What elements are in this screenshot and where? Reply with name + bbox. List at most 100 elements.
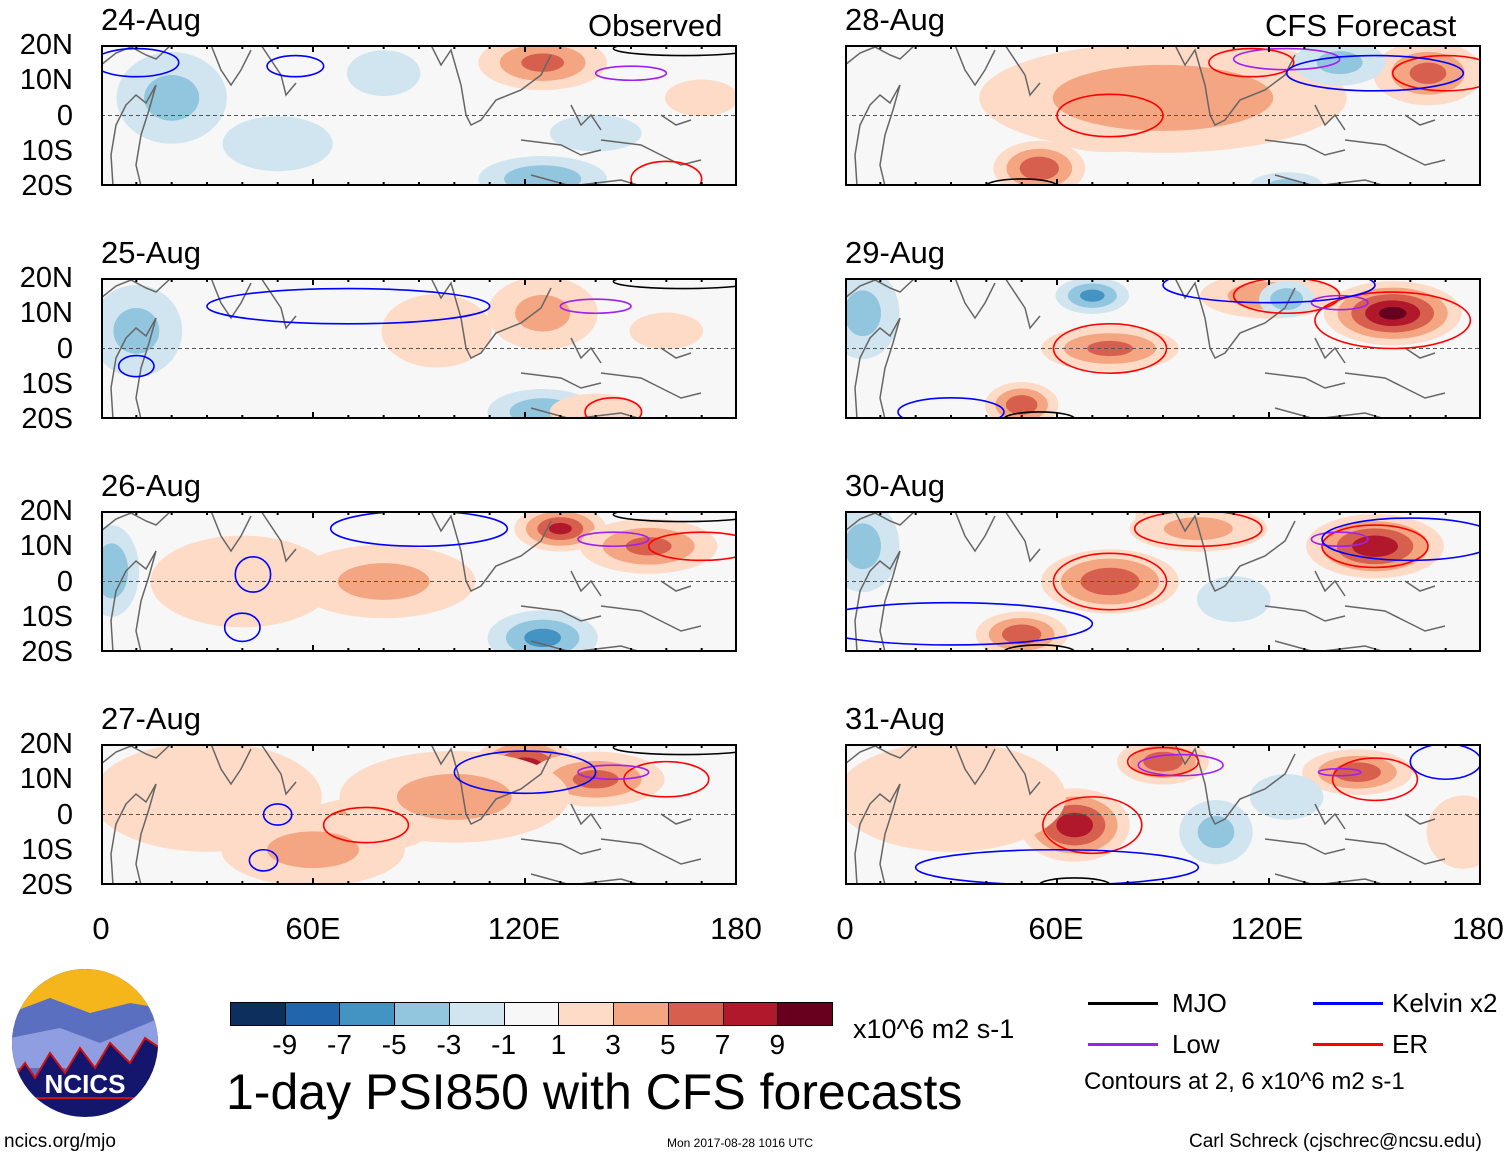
logo-text: NCICS [45,1069,126,1099]
legend-kelvin-line [1313,1002,1383,1005]
panel-date: 31-Aug [845,701,945,736]
er-contour [1042,796,1143,855]
low-contour [559,298,632,315]
map-panel [101,744,737,885]
colorbar-units: x10^6 m2 s-1 [853,1014,1015,1044]
colorbar-label: -1 [491,1029,517,1060]
positive-anomaly [1409,62,1447,84]
lat-label: 20N [19,495,73,527]
negative-anomaly [113,307,160,354]
negative-anomaly [1080,289,1105,302]
colorbar-swatch [503,1002,560,1026]
map-panel [845,45,1481,186]
lon-label: 120E [487,911,561,946]
lon-label: 180 [1452,911,1504,946]
lat-label: 10N [19,297,73,330]
colorbar-swatch [339,1002,396,1026]
lat-label: 20N [19,262,73,294]
panel-date: 24-Aug [101,2,201,37]
positive-anomaly [664,79,737,117]
kelvin-contour [897,397,1005,419]
lat-label: 20S [21,403,73,435]
lat-label: 10S [21,600,73,633]
low-contour [1232,47,1341,71]
negative-anomaly [1196,576,1271,623]
kelvin-contour [262,803,293,826]
ncics-logo: NCICS [12,969,158,1117]
colorbar-swatch [448,1002,505,1026]
panel-date: 30-Aug [845,468,945,503]
mjo-contour [612,278,737,290]
er-contour [1208,47,1295,78]
lat-label: 20S [21,170,73,202]
positive-anomaly [629,312,704,350]
panel-date: 28-Aug [845,2,945,37]
positive-anomaly [1056,812,1094,838]
er-contour [322,806,410,844]
positive-anomaly [548,522,572,535]
negative-anomaly [101,543,129,599]
er-contour [1321,524,1429,569]
kelvin-contour [223,612,261,643]
colorbar-label: -3 [436,1029,462,1060]
negative-anomaly [504,165,582,186]
footer-author: Carl Schreck (cjschrec@ncsu.edu) [1189,1131,1482,1152]
er-contour [584,397,643,419]
map-panel [101,511,737,652]
mjo-contour [612,511,737,523]
positive-anomaly [1087,340,1133,357]
panel-date: 27-Aug [101,701,201,736]
low-contour [1317,767,1362,777]
positive-anomaly [1019,156,1060,181]
negative-anomaly [1249,773,1324,820]
er-contour [1052,552,1168,611]
er-contour [1331,757,1419,802]
positive-anomaly [1005,395,1038,415]
low-contour [577,764,650,781]
legend-low-label: Low [1172,1029,1220,1059]
negative-anomaly [346,50,421,97]
lat-label: 20N [19,728,73,760]
er-contour [647,531,737,562]
positive-anomaly [1352,535,1398,557]
lat-label: 20S [21,869,73,901]
lon-label: 120E [1230,911,1304,946]
kelvin-contour [206,287,491,325]
positive-anomaly [515,294,571,332]
kelvin-contour [266,54,325,78]
positive-anomaly [267,831,359,869]
er-contour [1056,93,1164,138]
kelvin-contour [248,848,279,872]
negative-anomaly [1197,816,1235,849]
lat-label: 0 [56,99,73,132]
lat-label: 10S [21,367,73,400]
footer-timestamp: Mon 2017-08-28 1016 UTC [667,1136,814,1150]
er-contour [1391,54,1481,92]
er-contour [630,160,703,186]
colorbar-label: -5 [381,1029,407,1060]
footer-url[interactable]: ncics.org/mjo [4,1131,116,1152]
positive-anomaly [381,294,492,368]
positive-anomaly [396,773,512,820]
colorbar-label: 3 [605,1029,621,1060]
mjo-contour [612,45,737,57]
lat-label: 20N [19,29,73,61]
low-contour [1137,753,1224,777]
panel-date: 29-Aug [845,235,945,270]
negative-anomaly [1316,51,1363,75]
colorbar-swatch [613,1002,669,1026]
positive-anomaly [1052,64,1274,131]
legend-note: Contours at 2, 6 x10^6 m2 s-1 [1084,1068,1405,1095]
colorbar-swatch [722,1002,779,1026]
legend-er-label: ER [1392,1029,1429,1059]
negative-anomaly [1270,288,1304,311]
legend-mjo-label: MJO [1172,988,1227,1018]
legend-er-line [1313,1043,1383,1046]
colorbar-swatch [777,1002,833,1026]
observed-label: Observed [588,8,723,43]
lat-label: 10S [21,134,73,167]
lon-label: 0 [836,911,854,946]
positive-anomaly [1080,567,1140,596]
lat-label: 0 [56,565,73,598]
lat-label: 0 [56,332,73,365]
